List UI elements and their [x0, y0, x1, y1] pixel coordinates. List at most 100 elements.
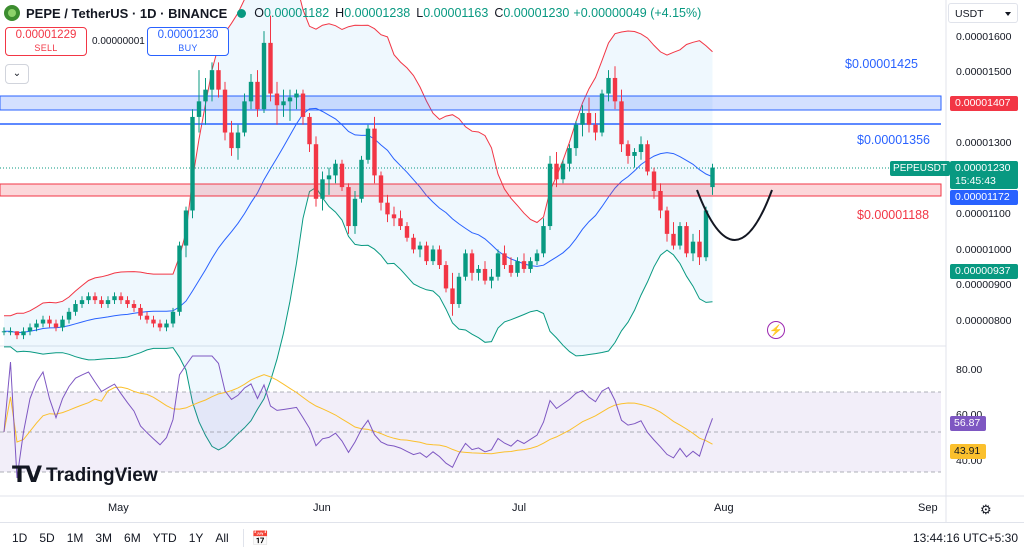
candle-body [476, 268, 481, 273]
candle-body [300, 93, 306, 117]
price-tick: 0.00001100 [956, 208, 1011, 220]
time-axis-label: Jun [313, 502, 331, 514]
candle-body [261, 42, 267, 110]
timeframe-3m[interactable]: 3M [95, 531, 113, 545]
timeframe-6m[interactable]: 6M [124, 531, 141, 545]
candle-body [112, 296, 117, 301]
ohlc-low-key: L [416, 6, 424, 20]
candle-body [528, 261, 533, 269]
resistance-zone-upper [0, 95, 942, 111]
candle-body [378, 175, 384, 203]
candle-body [658, 190, 663, 211]
candle-body [450, 288, 455, 305]
price-tick: 0.00000900 [956, 279, 1012, 291]
current-price-label: 0.00001230 15:45:43 [950, 161, 1018, 189]
candle-body [274, 93, 280, 106]
candle-body [417, 245, 423, 250]
candle-body [66, 311, 72, 320]
calendar-range-icon[interactable]: 📅 [251, 529, 270, 546]
price-change: +0.00000049 (+4.15%) [573, 6, 702, 20]
candle-body [27, 327, 33, 332]
symbol-title[interactable]: PEPE / TetherUS · 1D · BINANCE [26, 5, 228, 21]
rsi-tick: 80.00 [956, 364, 983, 376]
candle-body [248, 81, 254, 102]
candle-body [632, 152, 637, 156]
candle-body [60, 319, 65, 328]
candle-body [443, 265, 449, 289]
candle-body [586, 113, 592, 125]
candle-body [573, 124, 579, 149]
ohlc-high-value: 0.00001238 [344, 6, 411, 20]
timeframe-1y[interactable]: 1Y [188, 531, 204, 545]
bollinger-fill [4, 0, 713, 450]
candle-body [612, 77, 618, 102]
candle-body [391, 214, 397, 219]
candle-body [313, 144, 319, 199]
ohlc-close-key: C [494, 6, 504, 20]
candle-body [554, 163, 559, 180]
candle-body [430, 249, 436, 262]
candle-body [333, 163, 338, 176]
price-label-lower-band: 0.00000937 [950, 264, 1018, 279]
candle-body [671, 233, 676, 246]
candle-body [190, 116, 195, 211]
sell-label: SELL [34, 43, 58, 53]
candle-body [229, 132, 234, 149]
candle-body [385, 202, 390, 215]
candle-body [144, 315, 150, 320]
candle-body [8, 331, 13, 333]
candle-body [222, 89, 228, 133]
gear-icon[interactable]: ⚙ [980, 502, 992, 517]
bollinger-upper-line [4, 0, 713, 317]
timeframe-5d[interactable]: 5D [39, 531, 55, 545]
candle-body [606, 77, 611, 94]
timeframe-ytd[interactable]: YTD [152, 531, 177, 545]
rounding-bottom-pattern [696, 189, 773, 241]
candle-body [326, 175, 332, 180]
candle-body [677, 226, 683, 246]
toolbar-divider [242, 529, 244, 547]
candle-body [651, 171, 657, 191]
candle-body [567, 148, 572, 164]
candle-body [105, 300, 111, 305]
buy-button[interactable]: 0.00001230 BUY [147, 27, 229, 56]
sell-button[interactable]: 0.00001229 SELL [5, 27, 87, 56]
candle-body [287, 97, 293, 102]
buy-price: 0.00001230 [157, 29, 219, 41]
candle-body [515, 261, 520, 273]
candle-body [469, 253, 475, 273]
candle-body [463, 253, 468, 277]
candle-body [307, 116, 312, 145]
candle-body [34, 323, 39, 328]
candle-body [209, 70, 215, 90]
currency-selector[interactable]: USDT [948, 3, 1018, 23]
candle-body [703, 210, 709, 258]
candle-body [593, 124, 598, 133]
chevron-down-icon[interactable]: ⌄ [5, 64, 29, 84]
candle-body [690, 241, 696, 254]
tradingview-logo[interactable]: TV TradingView [12, 463, 158, 488]
candle-body [40, 319, 46, 324]
time-axis-label: Aug [714, 502, 734, 514]
tradingview-mark-icon: TV [12, 463, 42, 488]
candle-body [411, 237, 416, 250]
candle-body [638, 144, 644, 153]
level-label-upper: $0.00001425 [845, 57, 918, 71]
candle-body [157, 323, 163, 328]
ohlc-close-value: 0.00001230 [503, 6, 570, 20]
timeframe-1m[interactable]: 1M [66, 531, 84, 545]
candle-body [151, 319, 156, 324]
candle-body [138, 307, 143, 316]
candle-body [560, 163, 566, 180]
timeframe-1d[interactable]: 1D [12, 531, 28, 545]
candle-body [619, 101, 624, 145]
lightning-icon[interactable]: ⚡ [767, 321, 785, 339]
candle-body [170, 311, 176, 324]
candle-body [508, 265, 514, 273]
price-tick: 0.00001500 [956, 66, 1012, 78]
timeframe-all[interactable]: All [215, 531, 229, 545]
spread-value: 0.00000001 [92, 36, 145, 47]
utc-clock[interactable]: 13:44:16 UTC+5:30 [912, 531, 1018, 545]
time-axis-label: May [108, 502, 129, 514]
